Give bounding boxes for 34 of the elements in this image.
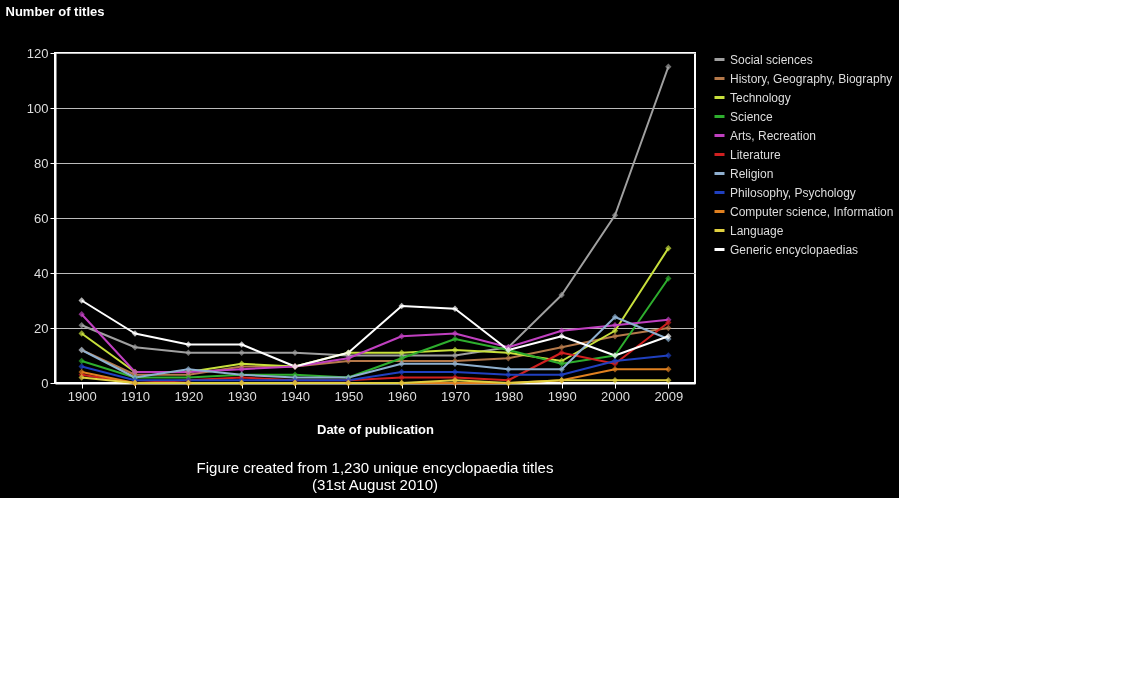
x-tick-label: 1960 (387, 388, 417, 404)
x-tick-label: 1930 (227, 388, 257, 404)
legend-label: Technology (730, 90, 791, 105)
legend-label: Arts, Recreation (730, 128, 817, 143)
legend-label: Religion (730, 166, 774, 181)
legend-label: Literature (730, 147, 782, 162)
legend-label: Generic encyclopaedias (730, 242, 859, 257)
y-tick-label: 40 (34, 265, 49, 281)
x-tick-label: 1900 (67, 388, 97, 404)
legend-label: Language (730, 223, 784, 238)
legend-label: Computer science, Information (730, 204, 894, 219)
legend-label: Science (730, 109, 774, 124)
x-tick-label: 2000 (601, 388, 630, 404)
legend-label: Philosophy, Psychology (730, 185, 856, 200)
legend-label: History, Geography, Biography (730, 71, 893, 86)
x-tick-label: 1920 (174, 388, 204, 404)
legend-label: Social sciences (730, 52, 813, 67)
y-tick-label: 80 (34, 155, 49, 171)
x-tick-label: 1970 (441, 388, 470, 404)
x-tick-label: 1940 (281, 388, 310, 404)
y-tick-label: 100 (26, 100, 49, 116)
y-tick-label: 20 (34, 320, 49, 336)
x-tick-label: 1980 (494, 388, 524, 404)
text: Figure created from 1,230 unique encyclopaedia titles (196, 459, 554, 476)
y-axis-title: Number of titles (5, 3, 105, 19)
y-tick-label: 120 (26, 45, 49, 61)
x-tick-label: 1950 (334, 388, 364, 404)
x-tick-label: 2009 (654, 388, 684, 404)
y-tick-label: 60 (34, 210, 49, 226)
x-tick-label: 1910 (121, 388, 150, 404)
text: (31st August 2010) (312, 476, 438, 493)
x-axis-title: Date of publication (317, 421, 435, 437)
x-tick-label: 1990 (547, 388, 577, 404)
y-tick-label: 0 (41, 375, 49, 391)
